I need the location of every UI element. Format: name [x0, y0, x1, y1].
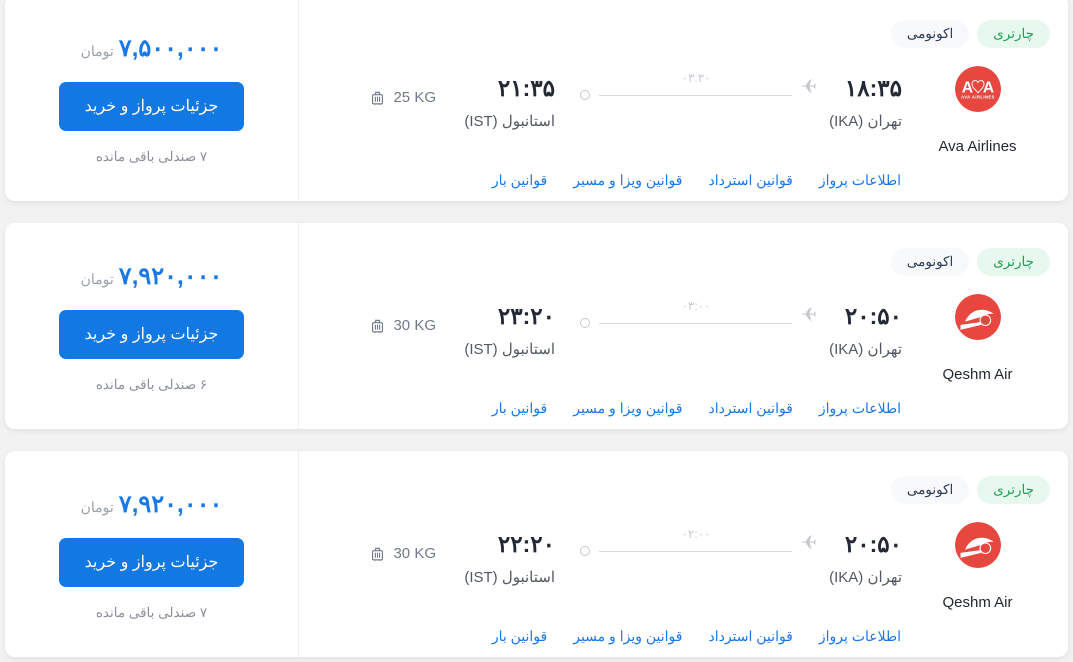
svg-text:AVA AIRLINES: AVA AIRLINES	[961, 95, 995, 100]
svg-text:A: A	[982, 80, 993, 97]
svg-text:A: A	[961, 80, 972, 97]
